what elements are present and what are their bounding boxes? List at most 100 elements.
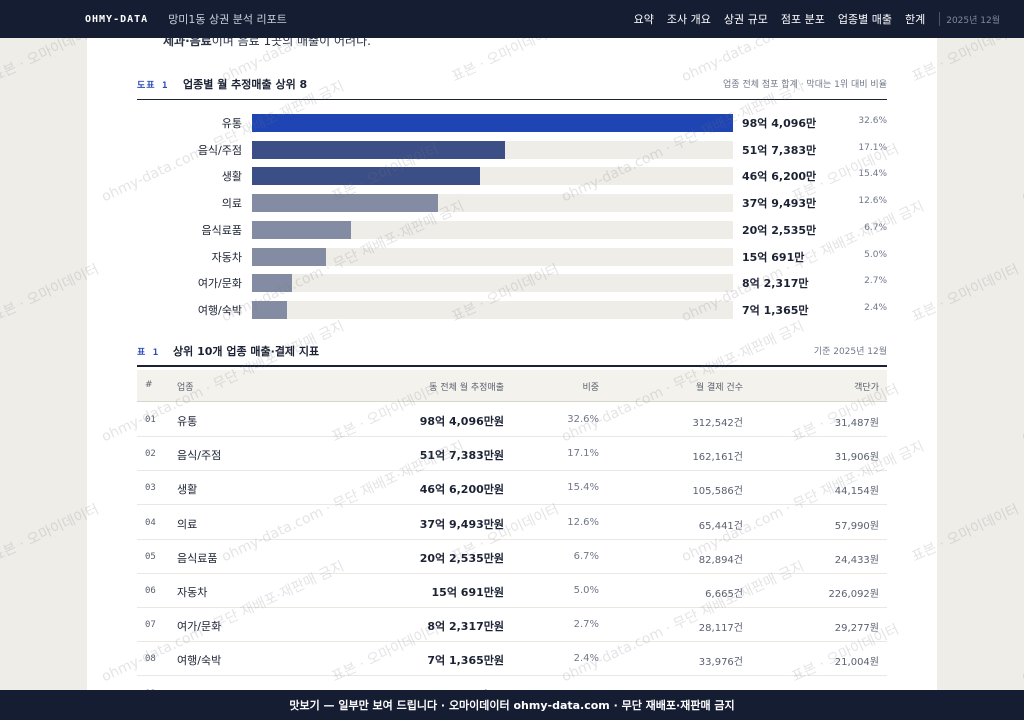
bar-share-label: 2.4%: [864, 302, 887, 313]
bar-value-label: 15억 691만: [742, 250, 805, 264]
bar-row: 음식/주점 51억 7,383만 17.1%: [137, 139, 887, 161]
watermark-text: ohmy-data.com · 무단 재배포·재판매 금지: [1018, 558, 1024, 686]
bar-track: [252, 140, 733, 159]
category-cell: 의료: [177, 517, 198, 531]
table-column-headers: # 업종 동 전체 월 추정매출 비중 월 결제 건수 객단가: [137, 370, 887, 402]
bar-track: [252, 274, 733, 293]
watermark-text: ohmy-data.com · 무단 재배포·재판매 금지: [1018, 78, 1024, 206]
bar-track: [252, 114, 733, 132]
nav-item-overview[interactable]: 조사 개요: [666, 13, 711, 26]
bar-share-label: 5.0%: [864, 249, 887, 260]
bar-category-label: 의료: [221, 197, 242, 211]
bar-row: 음식료품 20억 2,535만 6.7%: [137, 219, 887, 241]
bar: [252, 114, 733, 132]
bar-track: [252, 220, 733, 239]
intro-text-bold: 제과·음료: [163, 38, 212, 48]
table-header: 표 1 상위 10개 업종 매출·결제 지표 기준 2025년 12월: [137, 343, 887, 367]
table-row[interactable]: 08 여행/숙박 7억 1,365만원 2.4% 33,976건 21,004원: [137, 642, 887, 677]
bar-value-label: 46억 6,200만: [742, 170, 817, 184]
transactions-cell: 33,976건: [698, 657, 743, 669]
top-navigation-bar: OHMY-DATA 망미1동 상권 분석 리포트 요약 조사 개요 상권 규모 …: [0, 0, 1024, 38]
nav-item-sales-by-category[interactable]: 업종별 매출: [837, 13, 892, 26]
sales-cell: 20억 2,535만원: [419, 551, 504, 565]
bar-category-label: 음식료품: [201, 223, 242, 237]
bar-category-label: 생활: [221, 170, 242, 184]
transactions-cell: 65,441건: [698, 520, 743, 532]
table-row[interactable]: 09 교육 6억 ...: [137, 677, 887, 690]
rank-cell: 08: [145, 654, 156, 665]
rank-cell: 02: [145, 449, 156, 460]
table-row[interactable]: 01 유통 98억 4,096만원 32.6% 312,542건 31,487원: [137, 403, 887, 437]
bar-share-label: 17.1%: [858, 142, 887, 153]
bar-value-label: 8억 2,317만: [742, 277, 809, 291]
rank-cell: 05: [145, 551, 156, 562]
bar-value-label: 20억 2,535만: [742, 223, 817, 237]
intro-text-rest: 이며 음료 1곳의 매출이 어려다.: [211, 38, 371, 48]
transactions-cell: 28,117건: [698, 623, 743, 635]
share-cell: 2.7%: [573, 619, 599, 631]
table-row[interactable]: 05 음식료품 20억 2,535만원 6.7% 82,894건 24,433원: [137, 540, 887, 574]
table-row[interactable]: 03 생활 46억 6,200만원 15.4% 105,586건 44,154원: [137, 471, 887, 506]
bar-category-label: 여행/숙박: [197, 303, 242, 317]
rank-cell: 01: [145, 415, 156, 425]
table-row[interactable]: 06 자동차 15억 691만원 5.0% 6,665건 226,092원: [137, 574, 887, 608]
bar-category-label: 자동차: [211, 250, 242, 264]
watermark-text: ohmy-data.com · 무단 재배포·재판매 금지: [1018, 318, 1024, 446]
category-cell: 음식료품: [177, 551, 218, 565]
bar: [252, 274, 293, 293]
bar-track: [252, 194, 733, 213]
avg-ticket-cell: 24,433원: [834, 554, 879, 566]
category-cell: 여가/문화: [177, 620, 222, 634]
bar-track: [252, 167, 733, 186]
bar-row: 유통 98억 4,096만 32.6%: [137, 112, 887, 134]
bar-row: 의료 37억 9,493만 12.6%: [137, 192, 887, 214]
column-header-sales: 동 전체 월 추정매출: [429, 383, 504, 393]
bar-value-label: 7억 1,365만: [742, 303, 809, 317]
figure-label: 도표 1: [137, 81, 169, 91]
report-page: 제과·음료이며 음료 1곳의 매출이 어려다. 도표 1 업종별 월 추정매출 …: [87, 38, 937, 690]
transactions-cell: 82,894건: [698, 554, 743, 566]
avg-ticket-cell: 31,487원: [834, 418, 879, 429]
sales-cell: 98억 4,096만원: [419, 415, 504, 428]
bar-category-label: 유통: [221, 117, 242, 130]
sales-cell: 6억 ...: [470, 687, 504, 690]
nav-item-summary[interactable]: 요약: [633, 13, 654, 26]
transactions-cell: 312,542건: [692, 418, 743, 429]
figure-note: 업종 전체 점포 합계 · 막대는 1위 대비 비율: [723, 80, 887, 90]
table-row[interactable]: 02 음식/주점 51억 7,383만원 17.1% 162,161건 31,906원: [137, 437, 887, 472]
bar-row: 생활 46억 6,200만 15.4%: [137, 165, 887, 187]
nav-item-limitations[interactable]: 한계: [904, 13, 926, 26]
table-row[interactable]: 07 여가/문화 8억 2,317만원 2.7% 28,117건 29,277원: [137, 608, 887, 643]
avg-ticket-cell: 21,004원: [834, 657, 879, 669]
bar-track: [252, 247, 733, 266]
sales-cell: 7억 1,365만원: [427, 654, 504, 668]
category-cell: 여행/숙박: [177, 654, 222, 668]
nav-item-market-size[interactable]: 상권 규모: [723, 13, 768, 26]
sales-cell: 51억 7,383만원: [419, 449, 504, 463]
category-cell: 생활: [177, 483, 198, 497]
rank-cell: 07: [145, 620, 156, 631]
bar-value-label: 98억 4,096만: [742, 117, 817, 130]
figure-header: 도표 1 업종별 월 추정매출 상위 8 업종 전체 점포 합계 · 막대는 1…: [137, 76, 887, 100]
bar-track: [252, 300, 733, 319]
bar-share-label: 12.6%: [858, 196, 887, 207]
brand-logo[interactable]: OHMY-DATA: [85, 13, 149, 25]
sales-cell: 37억 9,493만원: [419, 517, 504, 531]
bar-value-label: 51억 7,383만: [742, 143, 817, 157]
bar: [252, 247, 326, 266]
bar-row: 자동차 15억 691만 5.0%: [137, 246, 887, 268]
transactions-cell: 162,161건: [692, 452, 743, 464]
figure-title: 업종별 월 추정매출 상위 8: [183, 78, 308, 91]
share-cell: 15.4%: [567, 482, 599, 494]
bar: [252, 140, 505, 159]
column-header-avg-ticket: 객단가: [854, 383, 879, 393]
footer-text: 맛보기 — 일부만 보여 드립니다 · 오마이데이터 ohmy-data.com…: [289, 699, 735, 712]
table-note: 기준 2025년 12월: [813, 347, 887, 357]
nav-item-store-distribution[interactable]: 점포 분포: [780, 13, 825, 26]
bar-share-label: 32.6%: [858, 116, 887, 126]
bar: [252, 167, 480, 186]
avg-ticket-cell: 57,990원: [834, 520, 879, 532]
table-row[interactable]: 04 의료 37억 9,493만원 12.6% 65,441건 57,990원: [137, 506, 887, 540]
sales-cell: 46억 6,200만원: [419, 483, 504, 497]
bar: [252, 220, 352, 239]
